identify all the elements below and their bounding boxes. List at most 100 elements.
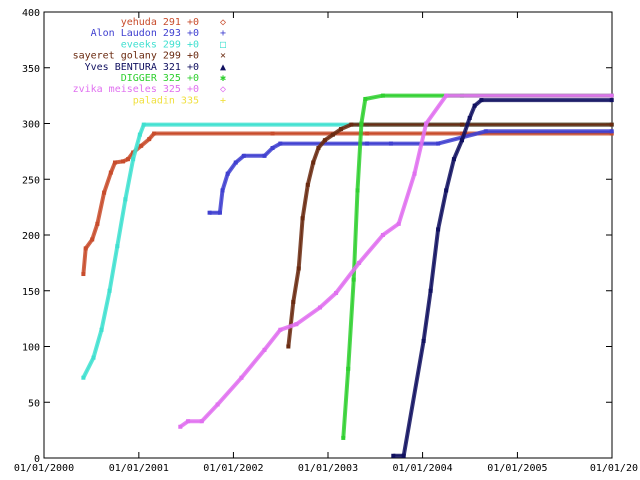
data-point (278, 141, 283, 146)
x-tick-label: 01/01/2001 (109, 463, 169, 474)
data-point (121, 159, 126, 164)
data-point (341, 435, 346, 440)
series-line (287, 124, 612, 347)
x-axis: 01/01/2000 01/01/2001 01/01/2002 01/01/2003… (14, 12, 638, 474)
y-tick-label: 150 (22, 287, 40, 298)
data-point (90, 237, 95, 242)
data-point (207, 210, 212, 215)
data-point (262, 347, 267, 352)
data-point (113, 160, 117, 165)
series-line (342, 95, 612, 438)
legend-entry-label: paladin 335 (133, 95, 199, 106)
data-point (141, 122, 146, 127)
y-tick-label: 250 (22, 175, 40, 186)
data-point (107, 288, 112, 293)
x-tick-label: 01/01/2004 (392, 463, 452, 474)
legend-entry-marker: ◇ (220, 17, 226, 28)
series-band (341, 93, 612, 439)
data-point (412, 171, 417, 176)
legend-entry-label: Yves BENTURA 321 +0 (85, 62, 199, 73)
series-3 (286, 122, 614, 349)
data-point (147, 137, 152, 142)
data-point (186, 419, 191, 424)
legend-entry-marker: + (220, 28, 226, 39)
data-point (300, 216, 305, 221)
data-point (359, 121, 364, 126)
data-point (334, 290, 339, 295)
data-point (115, 244, 120, 249)
data-point (225, 171, 230, 176)
x-tick-label: 01/01/2000 (14, 463, 74, 474)
data-point (305, 182, 310, 187)
legend-entry-label: sayeret golany 299 +0 (73, 51, 199, 62)
data-point (424, 121, 429, 126)
data-point (233, 160, 238, 165)
data-point (483, 129, 488, 134)
legend-entry-marker: ✱ (220, 73, 226, 84)
data-point (365, 131, 370, 136)
data-point (241, 153, 246, 158)
data-point (380, 93, 385, 98)
data-point (199, 419, 204, 424)
data-point (215, 402, 220, 407)
legend-entry-marker: + (220, 95, 226, 106)
series-band (81, 131, 612, 275)
data-point (95, 221, 100, 226)
data-point (609, 93, 614, 98)
legend-entry-marker: ▲ (220, 62, 226, 73)
data-point (355, 188, 360, 193)
series-0 (81, 131, 614, 277)
legend-entry-marker: ◇ (220, 84, 226, 95)
y-tick-label: 50 (28, 398, 40, 409)
data-point (220, 188, 225, 193)
legend-entry-marker: × (220, 51, 226, 62)
y-tick-label: 400 (22, 8, 40, 19)
data-point (330, 132, 335, 137)
data-point (391, 453, 396, 458)
series-band (393, 98, 612, 458)
x-tick-label: 01/01/20 (590, 463, 638, 474)
x-tick-label: 01/01/2005 (487, 463, 547, 474)
data-point (311, 160, 316, 165)
series-band (286, 122, 612, 347)
data-point (239, 375, 244, 380)
legend-entry-label: eveeks 299 +0 (121, 39, 199, 50)
data-point (139, 143, 144, 148)
data-point (467, 115, 472, 120)
data-point (217, 210, 222, 215)
data-point (91, 355, 96, 360)
series-4 (391, 98, 614, 458)
data-point (436, 141, 441, 146)
data-point (270, 146, 275, 151)
data-point (609, 131, 614, 136)
data-point (444, 93, 449, 98)
data-point (152, 131, 157, 136)
data-point (436, 227, 441, 232)
series-band (209, 129, 612, 215)
data-point (609, 122, 614, 127)
data-point (278, 327, 283, 332)
data-point (444, 188, 449, 193)
series-6 (178, 93, 614, 429)
y-tick-label: 300 (22, 120, 40, 131)
data-point (123, 197, 128, 202)
data-point (459, 122, 464, 127)
data-point (322, 138, 327, 143)
data-point (459, 138, 464, 143)
data-point (296, 266, 301, 271)
data-point (609, 98, 614, 103)
data-point (317, 305, 322, 310)
data-point (125, 157, 130, 162)
data-point (316, 146, 321, 151)
data-point (349, 122, 354, 127)
data-point (363, 96, 368, 101)
legend-entry-label: Alon Laudon 293 +0 (91, 28, 199, 39)
series-layer (81, 93, 614, 458)
data-point (108, 170, 113, 175)
data-point (270, 131, 275, 136)
data-point (131, 157, 136, 162)
series-1 (207, 129, 614, 215)
legend-entry-label: yehuda 291 +0 (121, 17, 199, 28)
data-point (346, 366, 351, 371)
